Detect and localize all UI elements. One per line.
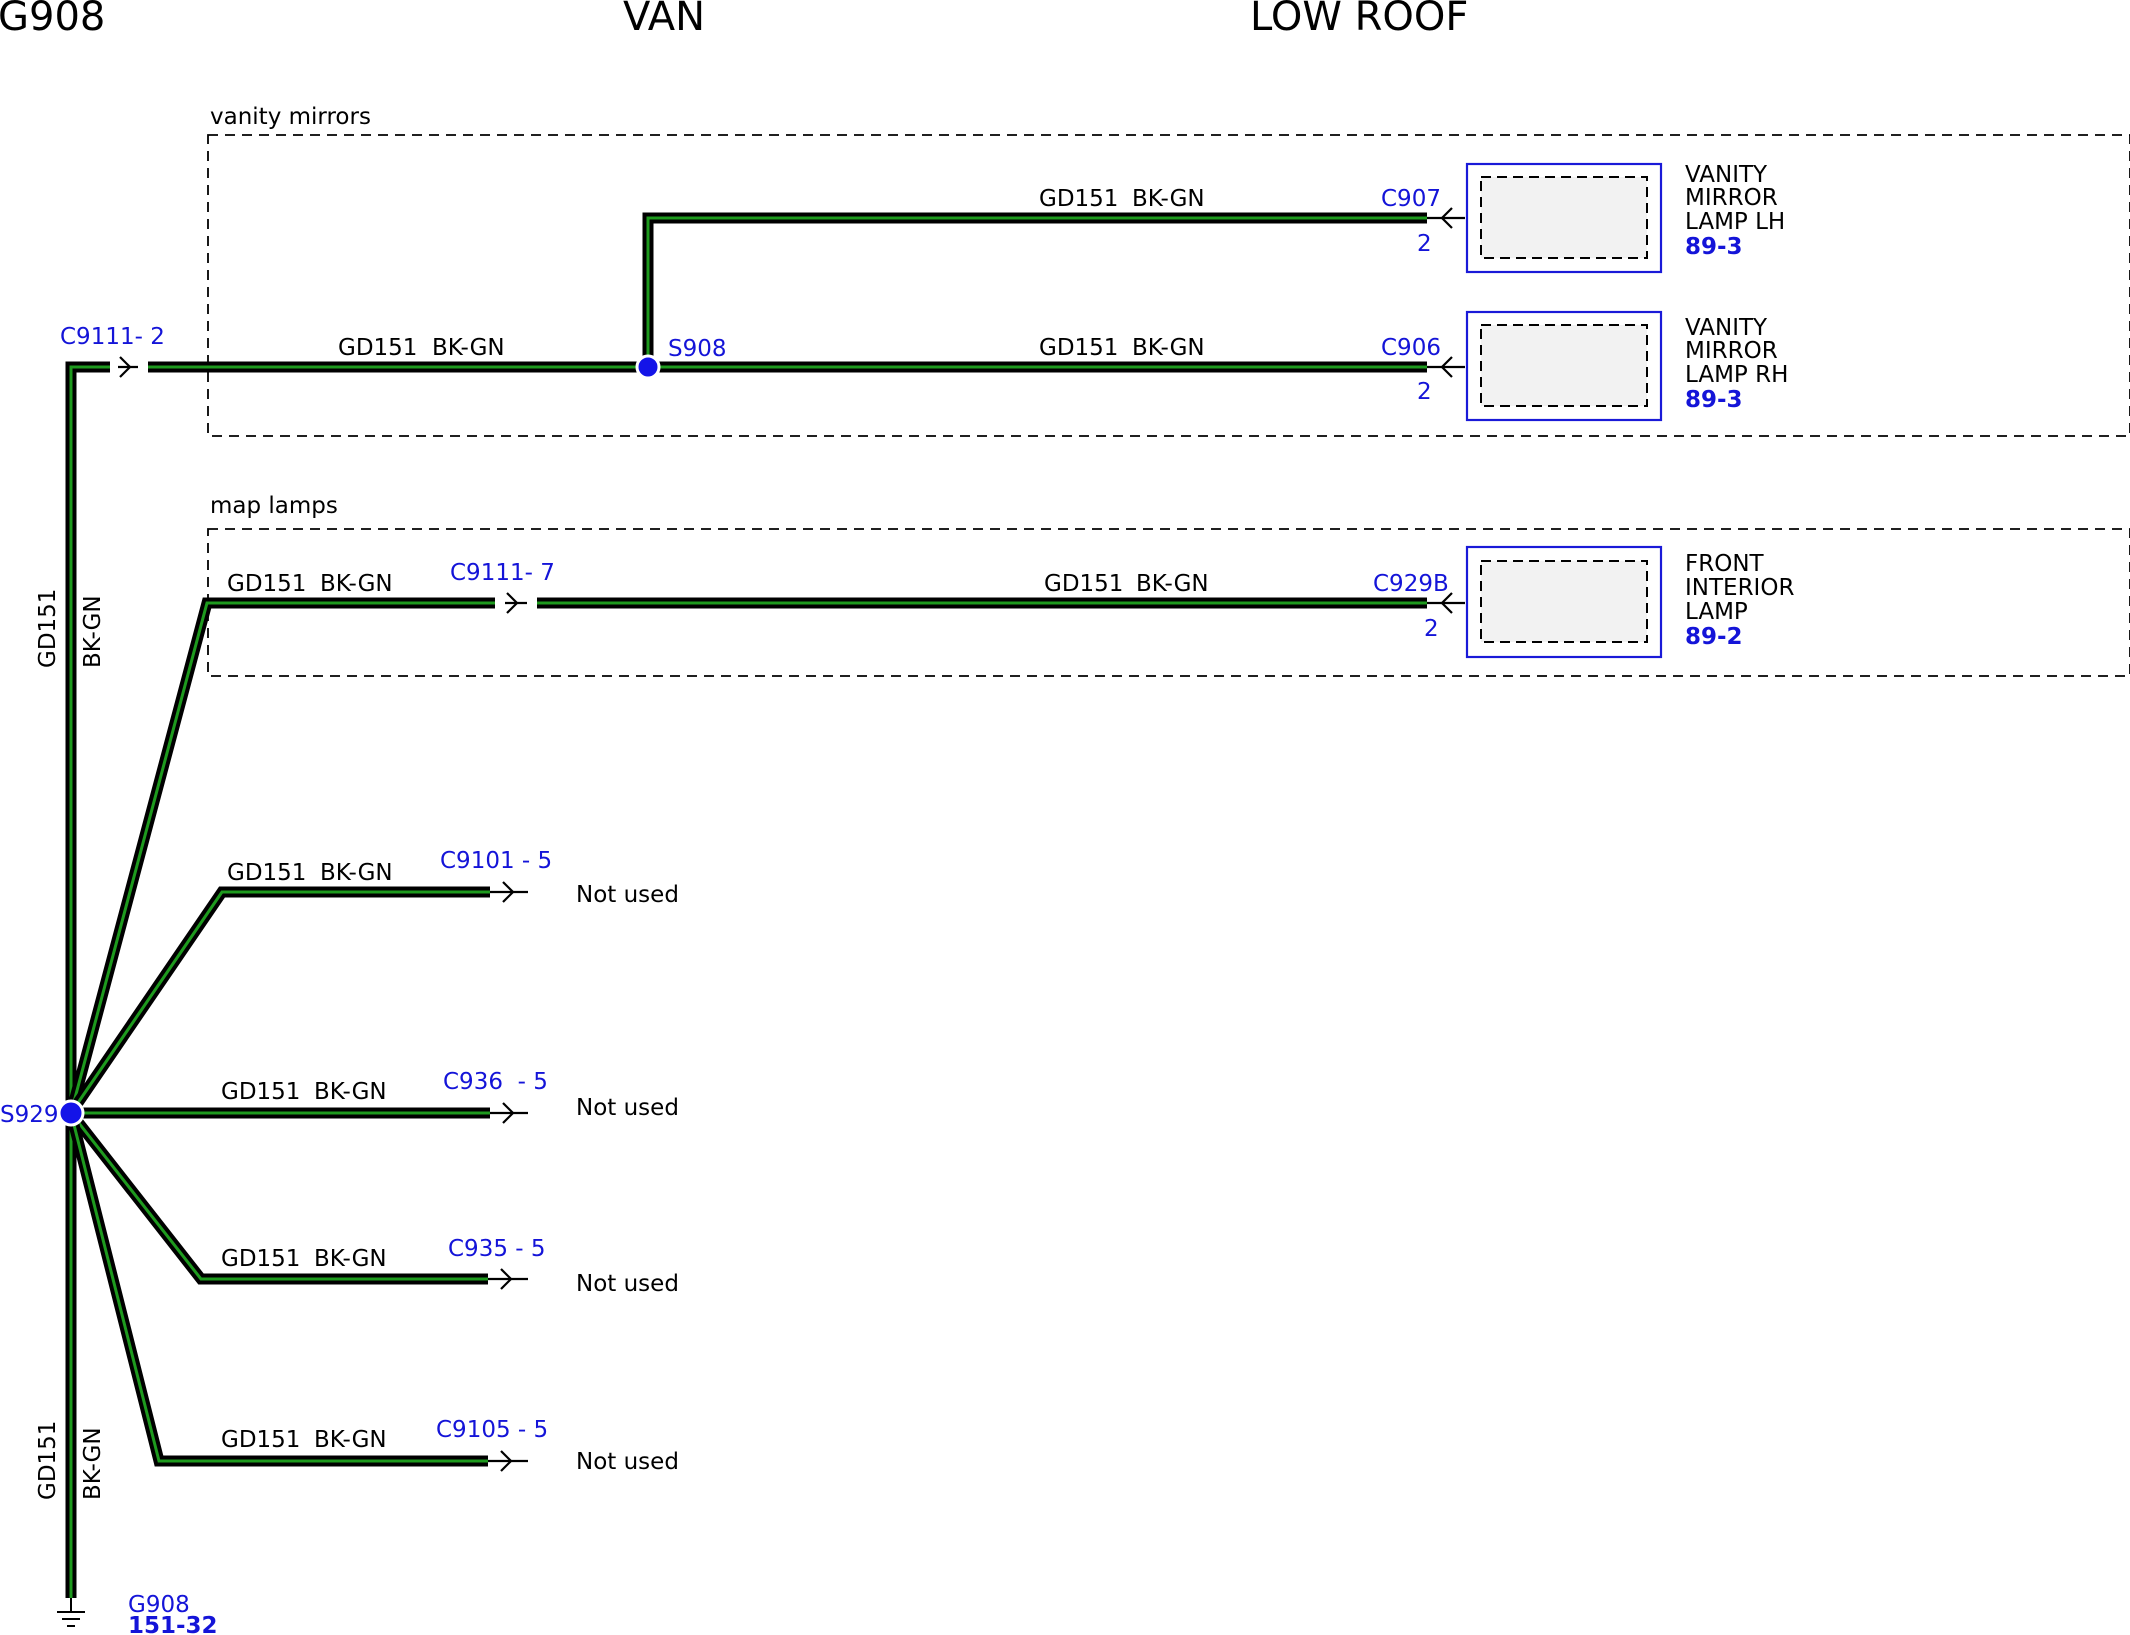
wire-label-vanity-rh: GD151 BK-GN: [1039, 335, 1205, 361]
connector-arrow-c9101: [490, 881, 528, 903]
connector-arrow-c935: [488, 1268, 528, 1290]
trunk-upper-circuit: GD151: [35, 589, 61, 668]
splice-s908-label[interactable]: S908: [668, 336, 727, 362]
wire-circuit: GD151: [338, 335, 417, 361]
connector-c935[interactable]: C935 - 5: [448, 1236, 546, 1262]
connector-c906-pin: 2: [1417, 379, 1432, 405]
connector-c907[interactable]: C907: [1381, 186, 1441, 212]
connector-arrow-c9111-7: [505, 592, 527, 614]
wire-circuit: GD151: [221, 1246, 300, 1272]
not-used-c935: Not used: [576, 1271, 679, 1297]
wire-circuit: GD151: [221, 1427, 300, 1453]
wire-circuit: GD151: [227, 571, 306, 597]
vanity-mirrors-label: vanity mirrors: [210, 104, 371, 130]
wires: [65, 212, 1427, 1598]
wire-vanity-lh: [642, 212, 1427, 367]
wire-c9105: [65, 1111, 488, 1467]
trunk-lower-color: BK-GN: [80, 1427, 106, 1500]
connector-arrow-c936: [490, 1102, 528, 1124]
fil-label-1: FRONT: [1685, 551, 1765, 577]
connector-arrow-c9105: [488, 1450, 528, 1472]
header-ground: G908: [0, 0, 105, 40]
rh-label-3: LAMP RH: [1685, 362, 1788, 388]
wire-circuit: GD151: [221, 1079, 300, 1105]
connector-c936[interactable]: C936 - 5: [443, 1069, 548, 1095]
connector-c9101[interactable]: C9101 - 5: [440, 848, 552, 874]
connector-c906[interactable]: C906: [1381, 335, 1441, 361]
splice-s908[interactable]: [635, 354, 661, 380]
connector-c9111-7[interactable]: C9111- 7: [450, 560, 555, 586]
lh-ref-link[interactable]: 89-3: [1685, 234, 1743, 260]
not-used-c936: Not used: [576, 1095, 679, 1121]
wire-color: BK-GN: [314, 1427, 387, 1453]
component-vanity-mirror-lamp-rh[interactable]: [1465, 310, 1663, 422]
rh-ref-link[interactable]: 89-3: [1685, 387, 1743, 413]
wire-color: BK-GN: [1132, 335, 1205, 361]
rh-label-1: VANITY: [1685, 315, 1768, 341]
vanity-mirrors-group: [207, 134, 2130, 437]
wire-color: BK-GN: [432, 335, 505, 361]
lh-label-3: LAMP LH: [1685, 209, 1785, 235]
wire-color: BK-GN: [320, 571, 393, 597]
wire-label-c935: GD151 BK-GN: [221, 1246, 387, 1272]
connector-arrow-c907: [1427, 207, 1465, 229]
connector-c907-pin: 2: [1417, 231, 1432, 257]
not-used-c9105: Not used: [576, 1449, 679, 1475]
header-roof: LOW ROOF: [1250, 0, 1468, 40]
wire-label-map-1: GD151 BK-GN: [227, 571, 393, 597]
connector-c9111-2[interactable]: C9111- 2: [60, 324, 165, 350]
connector-c929b[interactable]: C929B: [1373, 571, 1449, 597]
lh-label-1: VANITY: [1685, 162, 1768, 188]
splice-s929-label[interactable]: S929: [0, 1102, 59, 1128]
trunk-lower-circuit: GD151: [35, 1421, 61, 1500]
wire-circuit: GD151: [227, 860, 306, 886]
wire-color: BK-GN: [314, 1079, 387, 1105]
fil-label-2: INTERIOR: [1685, 575, 1794, 601]
wire-color: BK-GN: [1132, 186, 1205, 212]
wire-label-c936: GD151 BK-GN: [221, 1079, 387, 1105]
connector-c929b-pin: 2: [1424, 616, 1439, 642]
fil-label-3: LAMP: [1685, 599, 1748, 625]
wire-label-vanity-lh: GD151 BK-GN: [1039, 186, 1205, 212]
wire-map-1: [65, 597, 495, 1115]
connector-arrow-c9111-2: [118, 356, 138, 378]
connector-arrow-c929b: [1427, 592, 1465, 614]
rh-label-2: MIRROR: [1685, 338, 1778, 364]
wire-label-c9105: GD151 BK-GN: [221, 1427, 387, 1453]
wire-label-map-2: GD151 BK-GN: [1044, 571, 1209, 597]
ground-icon: [57, 1598, 85, 1627]
lh-label-2: MIRROR: [1685, 185, 1778, 211]
ground-ref-link[interactable]: 151-32: [128, 1613, 218, 1635]
splice-s929[interactable]: [57, 1099, 85, 1127]
wire-color: BK-GN: [314, 1246, 387, 1272]
not-used-c9101: Not used: [576, 882, 679, 908]
header-body: VAN: [623, 0, 705, 40]
fil-ref-link[interactable]: 89-2: [1685, 624, 1743, 650]
ground-name[interactable]: G908: [128, 1592, 190, 1618]
component-front-interior-lamp[interactable]: [1465, 545, 1663, 659]
connector-arrow-c906: [1427, 356, 1465, 378]
map-lamps-label: map lamps: [210, 493, 338, 519]
wire-circuit: GD151: [1039, 335, 1118, 361]
component-vanity-mirror-lamp-lh[interactable]: [1465, 162, 1663, 274]
trunk-upper-color: BK-GN: [80, 595, 106, 668]
wire-label-c9101: GD151 BK-GN: [227, 860, 393, 886]
wire-label-vanity-main: GD151 BK-GN: [338, 335, 505, 361]
wire-circuit: GD151: [1039, 186, 1118, 212]
wire-color: BK-GN: [1136, 571, 1209, 597]
connector-c9105[interactable]: C9105 - 5: [436, 1417, 548, 1443]
wire-circuit: GD151: [1044, 571, 1123, 597]
wire-color: BK-GN: [320, 860, 393, 886]
